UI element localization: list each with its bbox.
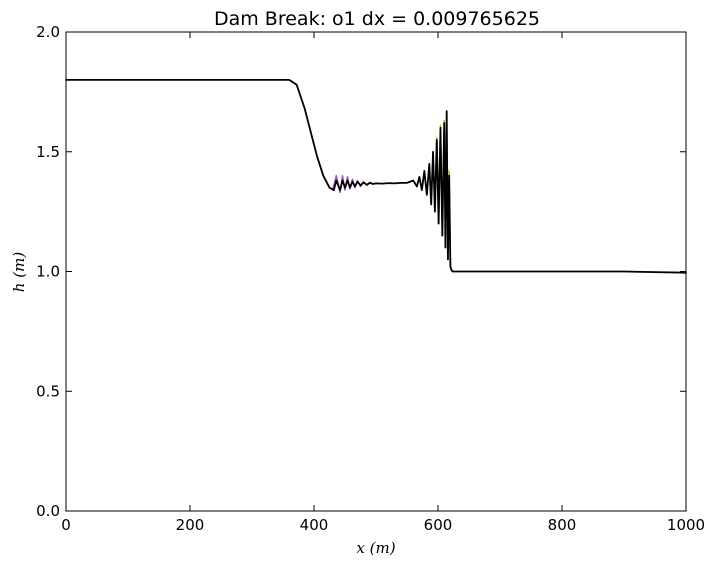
x-tick-label: 400 bbox=[300, 516, 329, 534]
tick-layer: 0 200 400 600 800 1000 0.0 0.5 1.0 1.5 2.0 bbox=[36, 23, 705, 534]
y-tick-label: 0.5 bbox=[36, 382, 60, 400]
y-tick-label: 0.0 bbox=[36, 502, 60, 520]
x-axis-label: x (m) bbox=[356, 539, 395, 557]
y-tick-label: 1.0 bbox=[36, 263, 60, 281]
x-tick-label: 800 bbox=[548, 516, 577, 534]
x-tick-label: 1000 bbox=[667, 516, 705, 534]
x-tick-label: 200 bbox=[176, 516, 205, 534]
y-tick-label: 1.5 bbox=[36, 143, 60, 161]
series-layer bbox=[65, 79, 687, 274]
x-tick-label: 0 bbox=[61, 516, 71, 534]
y-tick-label: 2.0 bbox=[36, 23, 60, 41]
chart-title: Dam Break: o1 dx = 0.009765625 bbox=[214, 8, 540, 30]
series-line-main bbox=[65, 79, 687, 274]
x-tick-label: 600 bbox=[424, 516, 453, 534]
y-axis-label: h (m) bbox=[10, 252, 28, 293]
plot-frame bbox=[65, 31, 687, 512]
